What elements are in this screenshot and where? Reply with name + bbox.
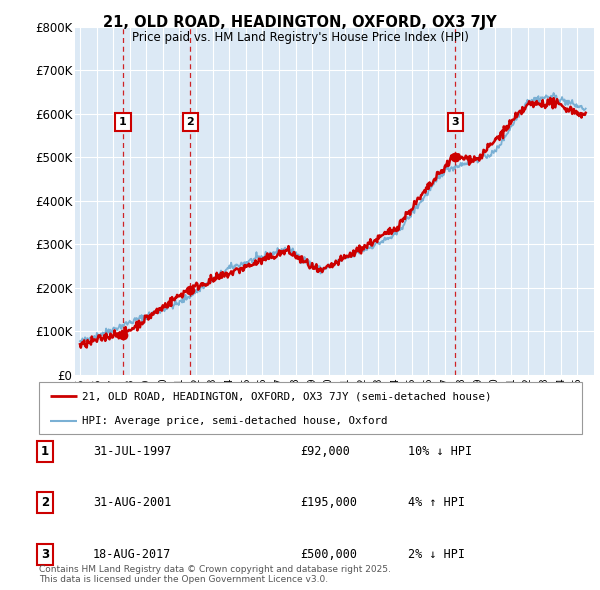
- Text: 2% ↓ HPI: 2% ↓ HPI: [408, 548, 465, 561]
- Text: 21, OLD ROAD, HEADINGTON, OXFORD, OX3 7JY: 21, OLD ROAD, HEADINGTON, OXFORD, OX3 7J…: [103, 15, 497, 30]
- Text: 31-JUL-1997: 31-JUL-1997: [93, 445, 172, 458]
- Text: 18-AUG-2017: 18-AUG-2017: [93, 548, 172, 561]
- Text: £500,000: £500,000: [300, 548, 357, 561]
- Text: 21, OLD ROAD, HEADINGTON, OXFORD, OX3 7JY (semi-detached house): 21, OLD ROAD, HEADINGTON, OXFORD, OX3 7J…: [82, 391, 492, 401]
- Text: £195,000: £195,000: [300, 496, 357, 509]
- Text: 1: 1: [119, 117, 127, 127]
- Text: 1: 1: [41, 445, 49, 458]
- Text: Price paid vs. HM Land Registry's House Price Index (HPI): Price paid vs. HM Land Registry's House …: [131, 31, 469, 44]
- Text: 3: 3: [41, 548, 49, 561]
- Text: 4% ↑ HPI: 4% ↑ HPI: [408, 496, 465, 509]
- Text: Contains HM Land Registry data © Crown copyright and database right 2025.
This d: Contains HM Land Registry data © Crown c…: [39, 565, 391, 584]
- Text: HPI: Average price, semi-detached house, Oxford: HPI: Average price, semi-detached house,…: [82, 416, 388, 425]
- Text: £92,000: £92,000: [300, 445, 350, 458]
- Text: 2: 2: [41, 496, 49, 509]
- Text: 3: 3: [451, 117, 459, 127]
- Text: 10% ↓ HPI: 10% ↓ HPI: [408, 445, 472, 458]
- Text: 31-AUG-2001: 31-AUG-2001: [93, 496, 172, 509]
- FancyBboxPatch shape: [39, 382, 582, 434]
- Text: 2: 2: [187, 117, 194, 127]
